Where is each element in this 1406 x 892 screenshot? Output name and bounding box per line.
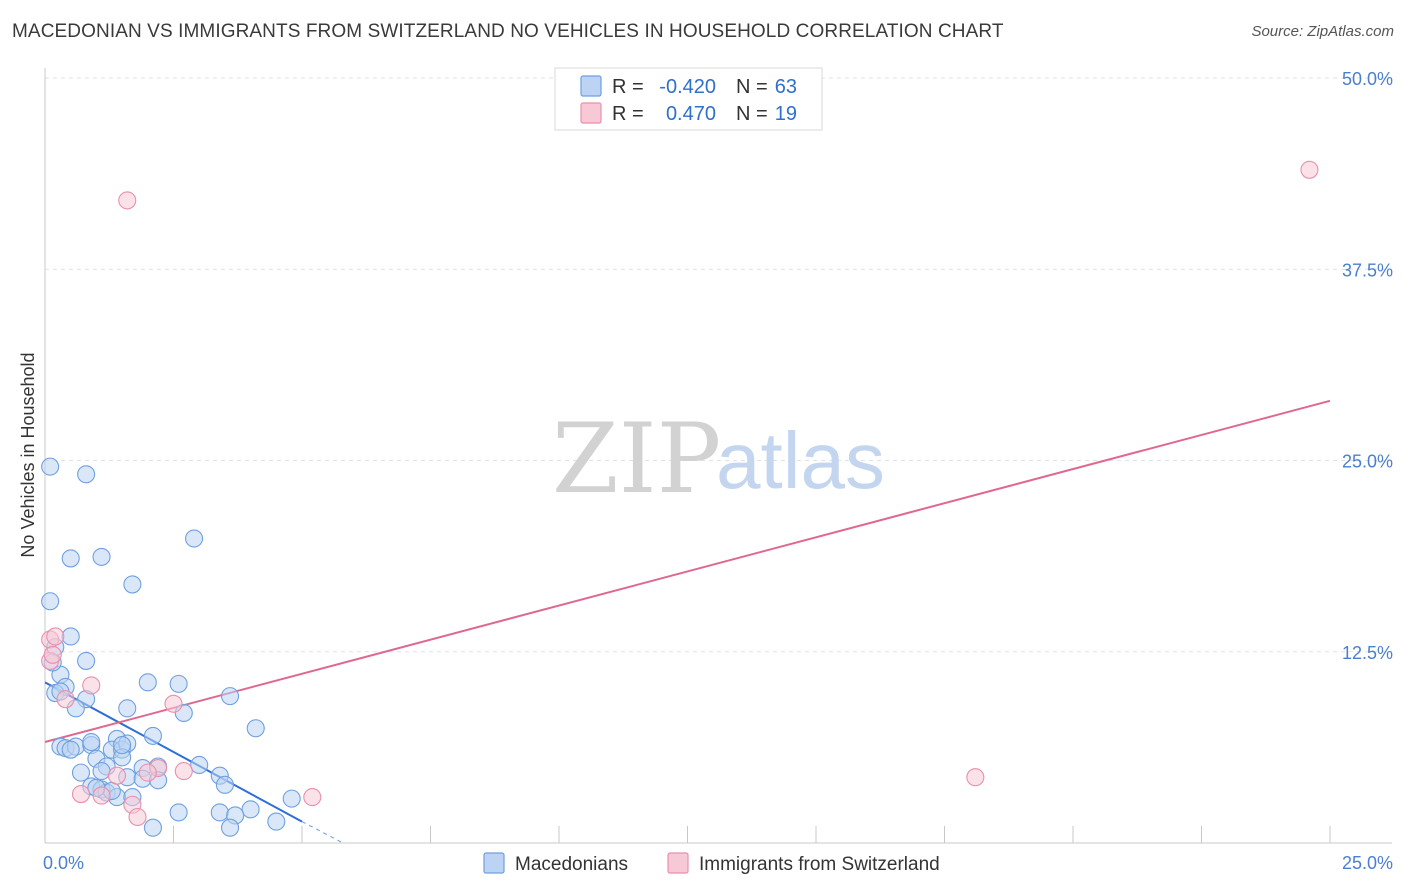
data-point-blue (113, 736, 132, 755)
data-point-blue (143, 726, 162, 745)
legend-swatch-blue (580, 75, 602, 97)
y-tick-label: 37.5% (1342, 260, 1393, 280)
y-axis-label: No Vehicles in Household (18, 352, 38, 557)
watermark-atlas: atlas (716, 416, 885, 505)
data-point-blue (185, 529, 204, 548)
data-point-pink (1300, 160, 1319, 179)
legend-n-label-pink: N = (736, 103, 768, 125)
data-point-pink (56, 690, 75, 709)
data-point-blue (282, 789, 301, 808)
bottom-legend-swatch-blue (483, 852, 505, 874)
watermark-zip: ZIP (552, 403, 721, 515)
bottom-legend-swatch-pink (667, 852, 689, 874)
data-point-blue (138, 673, 157, 692)
watermark: ZIP atlas (552, 403, 885, 515)
data-point-pink (107, 766, 127, 785)
data-point-blue (220, 818, 240, 837)
data-point-blue (123, 575, 142, 594)
data-point-pink (303, 788, 322, 807)
data-point-blue (241, 800, 260, 819)
data-point-blue (41, 592, 60, 611)
chart-title: MACEDONIAN VS IMMIGRANTS FROM SWITZERLAN… (12, 21, 1004, 42)
data-point-pink (46, 627, 65, 646)
y-tick-label: 25.0% (1342, 452, 1393, 472)
data-point-pink (71, 784, 91, 804)
data-point-blue (169, 674, 188, 693)
data-point-blue (215, 775, 234, 794)
data-point-pink (43, 645, 62, 664)
axes: 12.5% 25.0% 37.5% 50.0% 0.0% 25.0% (43, 68, 1393, 873)
data-point-pink (164, 694, 183, 713)
data-point-blue (61, 740, 80, 759)
legend-r-value-pink: 0.470 (666, 103, 716, 125)
legend-n-value-blue: 63 (775, 76, 797, 98)
y-tick-label: 50.0% (1342, 69, 1393, 89)
data-point-blue (61, 627, 80, 646)
data-point-blue (169, 803, 188, 822)
trend-line-pink (44, 399, 1331, 743)
trend-line-extension-blue (301, 821, 344, 844)
data-point-blue (210, 803, 229, 822)
data-point-blue (41, 457, 60, 476)
data-point-blue (143, 818, 162, 837)
legend-r-label-pink: R = (612, 103, 644, 125)
data-point-pink (82, 676, 101, 695)
data-point-blue (92, 762, 111, 781)
data-point-blue (71, 763, 91, 782)
data-point-blue (92, 547, 111, 566)
legend-n-value-pink: 19 (775, 103, 797, 125)
bottom-legend-label-swiss: Immigrants from Switzerland (699, 854, 940, 875)
source-note: Source: ZipAtlas.com (1251, 23, 1394, 40)
data-point-pink (128, 807, 147, 827)
data-point-pink (92, 786, 111, 805)
gridlines (45, 77, 1392, 653)
data-point-blue (77, 465, 96, 484)
data-point-pink (966, 768, 985, 787)
data-point-blue (61, 549, 80, 568)
legend-r-label-blue: R = (612, 76, 644, 98)
data-point-blue (77, 651, 96, 670)
y-tick-label: 12.5% (1342, 643, 1393, 663)
data-point-pink (118, 191, 137, 210)
data-point-blue (118, 699, 137, 718)
bottom-legend-label-macedonians: Macedonians (515, 854, 628, 875)
legend-swatch-pink (580, 102, 602, 124)
data-point-blue (190, 755, 209, 775)
legend-r-value-blue: -0.420 (659, 76, 716, 98)
data-point-pink (174, 762, 193, 781)
data-point-blue (82, 732, 101, 752)
legend-n-label-blue: N = (736, 76, 768, 98)
data-point-blue (220, 687, 240, 706)
data-points (41, 160, 1319, 837)
data-point-blue (267, 812, 286, 831)
data-point-blue (246, 719, 265, 738)
correlation-legend: R = -0.420 N = 63 R = 0.470 N = 19 (554, 67, 823, 131)
x-tick-label-min: 0.0% (43, 853, 84, 873)
x-tick-label-max: 25.0% (1342, 853, 1393, 873)
data-point-pink (138, 763, 157, 782)
series-legend: Macedonians Immigrants from Switzerland (483, 852, 940, 875)
